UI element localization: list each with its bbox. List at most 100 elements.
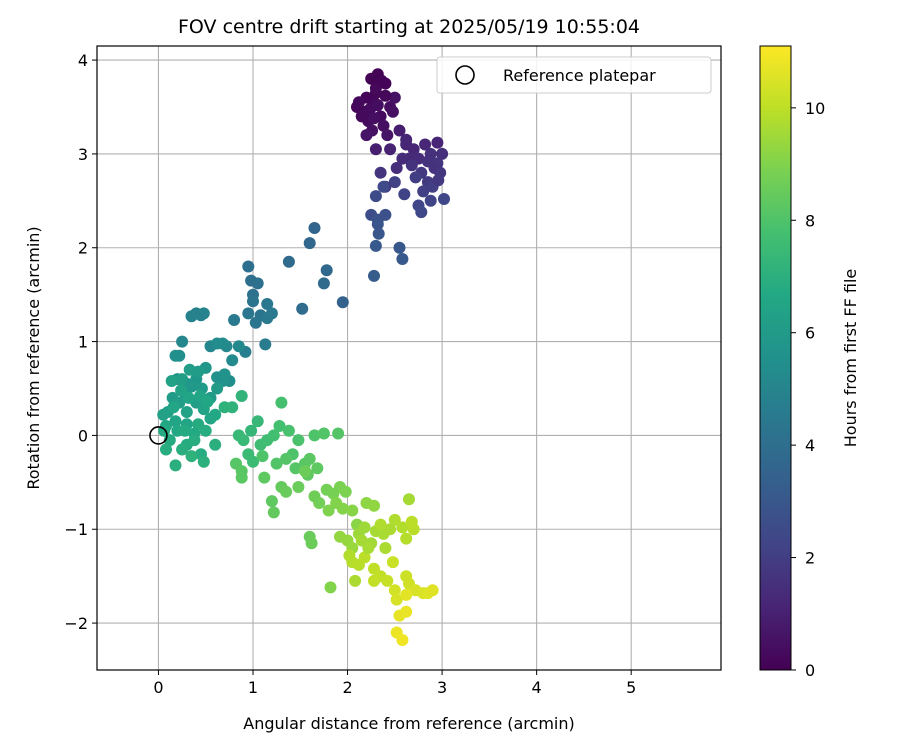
data-point xyxy=(368,574,380,587)
data-point xyxy=(258,471,271,484)
data-point xyxy=(242,260,255,273)
x-tick-label: 4 xyxy=(532,678,542,697)
data-point xyxy=(390,593,403,606)
y-tick-label: −1 xyxy=(64,520,88,539)
data-point xyxy=(426,584,439,597)
data-point xyxy=(377,119,390,132)
data-point xyxy=(381,574,394,587)
data-point xyxy=(377,180,390,193)
data-point xyxy=(384,523,397,536)
data-point xyxy=(303,237,316,250)
data-point xyxy=(176,335,189,348)
reference-platepar-marker xyxy=(149,426,168,445)
data-point xyxy=(280,485,293,498)
data-point xyxy=(251,277,264,290)
data-point xyxy=(280,452,293,465)
y-axis-label: Rotation from reference (arcmin) xyxy=(24,226,43,489)
legend-marker-open-circle xyxy=(455,65,475,85)
x-axis-ticks: 0 1 2 3 4 5 xyxy=(153,670,636,697)
data-point xyxy=(374,518,387,531)
x-tick-label: 0 xyxy=(153,678,163,697)
data-point xyxy=(358,551,371,564)
data-point xyxy=(398,188,411,201)
colorbar-tick-label: 2 xyxy=(805,549,815,568)
y-axis-ticks: −2 −1 0 1 2 3 4 xyxy=(64,51,97,633)
data-point xyxy=(256,450,269,463)
data-point xyxy=(245,424,258,437)
data-point xyxy=(167,401,180,414)
data-point xyxy=(292,434,305,447)
data-point xyxy=(228,314,241,326)
data-point xyxy=(176,443,189,456)
data-point xyxy=(237,434,250,447)
data-point xyxy=(405,515,418,528)
y-tick-label: 4 xyxy=(78,51,88,70)
x-tick-label: 5 xyxy=(626,678,636,697)
data-point xyxy=(185,450,198,463)
data-point xyxy=(157,408,170,421)
data-point xyxy=(209,408,222,421)
data-point xyxy=(436,147,449,160)
colorbar-ticks: 0 2 4 6 8 10 xyxy=(791,99,825,680)
data-point xyxy=(197,307,210,320)
data-point xyxy=(386,105,399,118)
data-point xyxy=(247,295,259,308)
data-point xyxy=(267,429,280,442)
data-point xyxy=(185,310,198,323)
data-point xyxy=(320,264,333,277)
data-point xyxy=(403,493,415,506)
data-point xyxy=(381,129,394,142)
data-point xyxy=(419,138,432,151)
data-point xyxy=(311,462,324,475)
data-point xyxy=(218,368,231,381)
data-point xyxy=(232,340,245,353)
data-point xyxy=(393,241,406,254)
data-point xyxy=(165,375,178,387)
data-point xyxy=(400,138,413,151)
data-point xyxy=(388,91,401,104)
data-point xyxy=(396,253,409,265)
data-point xyxy=(375,74,388,87)
data-point xyxy=(275,396,288,409)
data-point xyxy=(360,129,373,142)
data-point xyxy=(178,424,191,437)
data-point xyxy=(211,337,224,350)
data-point xyxy=(176,373,189,386)
colorbar-tick-label: 6 xyxy=(805,324,815,343)
data-point xyxy=(303,452,316,465)
data-point xyxy=(400,588,413,601)
data-point xyxy=(169,459,182,472)
data-point xyxy=(400,532,413,545)
data-point xyxy=(438,193,450,205)
x-tick-label: 3 xyxy=(437,678,447,697)
data-point xyxy=(352,96,365,109)
colorbar-tick-label: 10 xyxy=(805,99,825,118)
y-tick-label: 3 xyxy=(78,145,88,164)
data-point xyxy=(251,415,264,428)
data-point xyxy=(292,481,305,493)
data-point xyxy=(192,365,205,378)
data-point xyxy=(379,208,392,221)
data-point xyxy=(259,338,272,351)
data-point xyxy=(265,495,278,508)
data-point xyxy=(308,429,321,442)
data-point xyxy=(299,465,311,478)
y-tick-label: −2 xyxy=(64,614,88,633)
colorbar-label: Hours from first FF file xyxy=(841,269,860,448)
grid xyxy=(97,46,721,670)
data-point xyxy=(313,497,326,509)
x-axis-label: Angular distance from reference (arcmin) xyxy=(243,714,574,733)
data-point xyxy=(388,176,401,189)
data-point xyxy=(332,427,345,440)
data-point xyxy=(336,296,349,309)
data-point xyxy=(349,574,362,587)
data-point xyxy=(282,255,295,268)
data-point xyxy=(235,390,248,402)
data-point xyxy=(374,166,387,179)
data-point xyxy=(368,499,380,512)
data-point xyxy=(396,634,409,646)
data-point xyxy=(249,316,262,329)
data-point xyxy=(384,143,397,156)
